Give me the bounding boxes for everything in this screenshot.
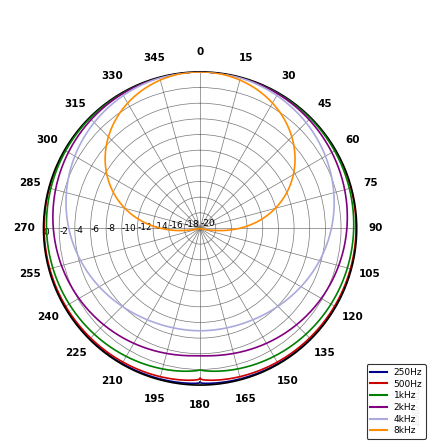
Text: 10907-013: 10907-013 [412,384,421,426]
Legend: 250Hz, 500Hz, 1kHz, 2kHz, 4kHz, 8kHz: 250Hz, 500Hz, 1kHz, 2kHz, 4kHz, 8kHz [366,364,425,439]
